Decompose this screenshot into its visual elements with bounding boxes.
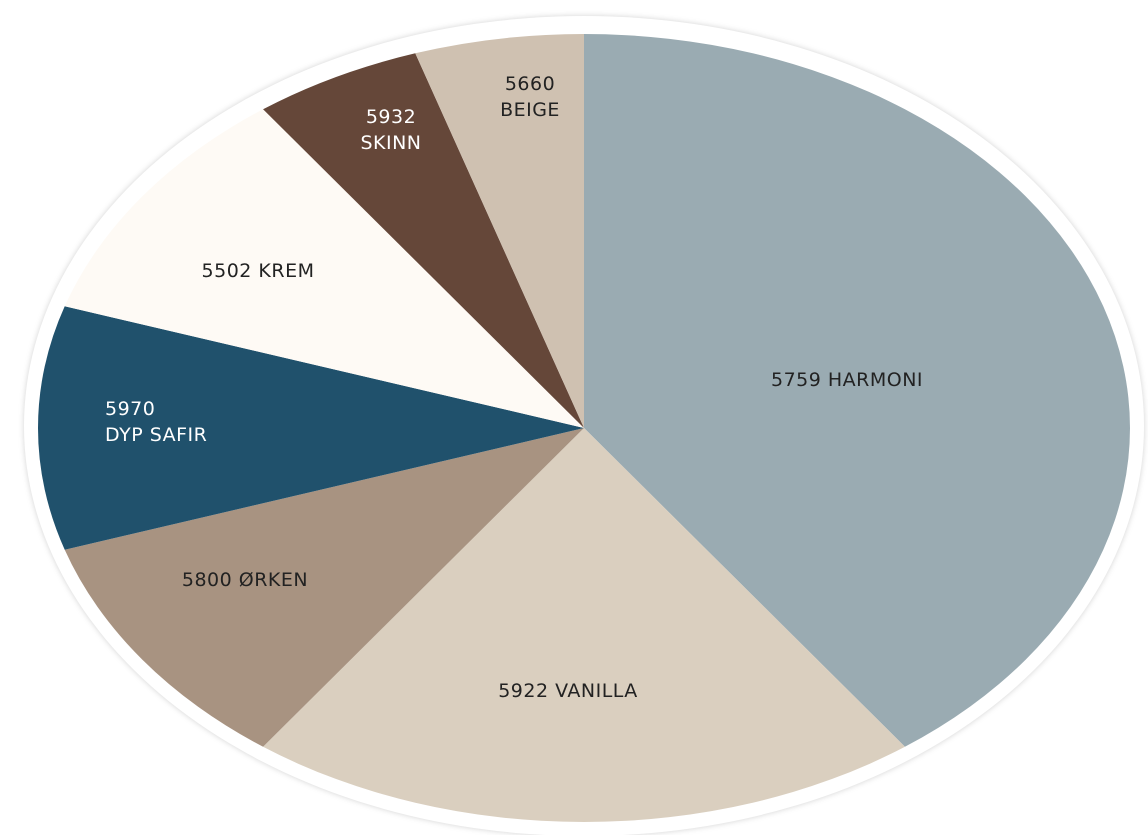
pie-slice bbox=[64, 428, 584, 747]
pie-slice bbox=[64, 109, 584, 428]
slice-label: 5970 DYP SAFIR bbox=[105, 398, 208, 446]
slice-label: 5800 ØRKEN bbox=[181, 569, 309, 591]
slice-label: 5932 SKINN bbox=[360, 106, 422, 154]
slice-label: 5759 HARMONI bbox=[770, 369, 924, 391]
pie-slice bbox=[415, 34, 584, 428]
pie-slice bbox=[584, 34, 1130, 747]
slice-label: 5660 BEIGE bbox=[500, 73, 560, 121]
slice-label: 5502 KREM bbox=[201, 260, 315, 282]
pie-slice bbox=[263, 428, 905, 822]
pie-slice bbox=[263, 53, 584, 429]
slice-label: 5922 VANILLA bbox=[498, 680, 638, 702]
pie-slice bbox=[37, 306, 584, 550]
